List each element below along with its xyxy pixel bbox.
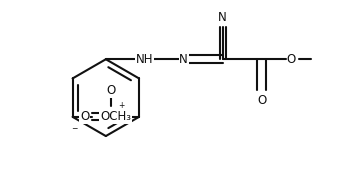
Text: +: + xyxy=(118,101,125,110)
Text: O: O xyxy=(287,53,296,66)
Text: N: N xyxy=(179,53,188,66)
Text: O: O xyxy=(257,94,266,107)
Text: O: O xyxy=(106,84,116,97)
Text: NH: NH xyxy=(136,53,153,66)
Text: N: N xyxy=(218,11,227,24)
Text: N: N xyxy=(107,110,115,123)
Text: O: O xyxy=(80,110,89,123)
Text: OCH₃: OCH₃ xyxy=(100,110,131,123)
Text: −: − xyxy=(71,124,77,133)
